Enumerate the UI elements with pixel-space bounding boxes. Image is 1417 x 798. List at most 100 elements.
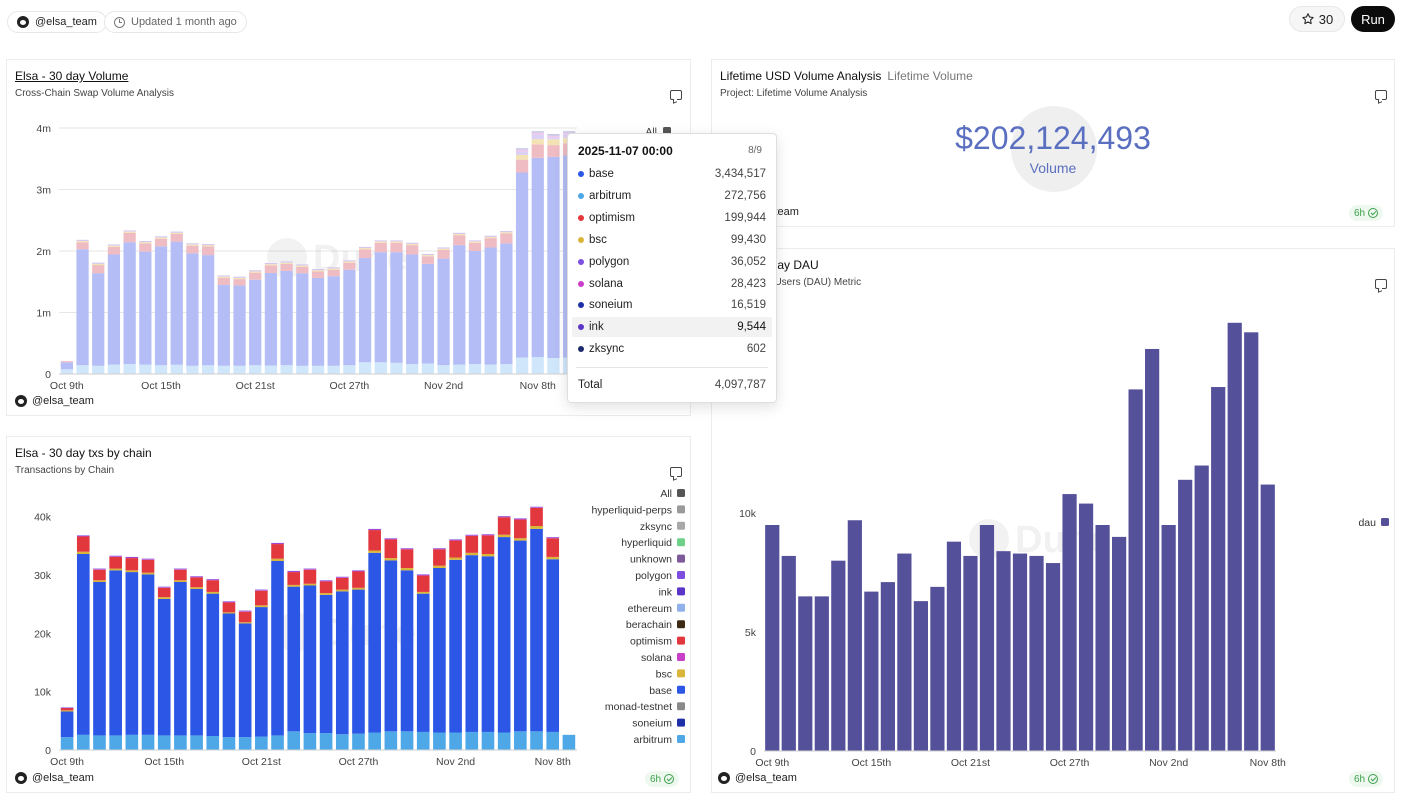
bar-segment-bsc — [296, 265, 309, 267]
tooltip-date: 2025-11-07 00:00 — [578, 144, 673, 158]
comment-icon[interactable] — [670, 90, 682, 100]
panel-author[interactable]: @elsa_team — [15, 772, 94, 784]
legend-swatch — [677, 718, 685, 727]
comment-icon[interactable] — [670, 467, 682, 477]
bar-segment-solana — [174, 569, 187, 570]
author-pill[interactable]: @elsa_team — [7, 11, 107, 33]
series-dot-icon — [578, 214, 584, 221]
refresh-badge[interactable]: 6h — [1349, 771, 1384, 787]
legend-swatch — [677, 505, 685, 514]
legend-swatch — [677, 603, 685, 612]
bar-segment-optimism — [60, 708, 74, 711]
bar-segment-bsc — [530, 526, 543, 529]
bar-segment-ink — [201, 243, 215, 245]
bar-segment-arbitrum — [174, 735, 187, 750]
bar-segment-bsc — [514, 538, 527, 541]
bar-dau — [1244, 332, 1259, 751]
bar-dau — [1227, 322, 1242, 751]
bar-segment-bsc — [416, 591, 430, 594]
bar-segment-base — [186, 253, 199, 366]
bar-dau — [1095, 525, 1110, 751]
bar-segment-base — [319, 594, 333, 734]
bar-segment-bsc — [437, 248, 450, 250]
refresh-badge[interactable]: 6h — [1349, 205, 1384, 221]
panel-author[interactable]: @elsa_team — [15, 395, 94, 407]
panel-title[interactable]: Elsa - 30 day txs by chain — [15, 446, 152, 460]
bar-segment-base — [343, 269, 356, 366]
legend-swatch — [677, 653, 685, 661]
bar-segment-arbitrum — [238, 737, 252, 750]
bar-segment-base — [500, 243, 513, 365]
bar-dau — [1045, 563, 1061, 751]
panel-subtitle: Daily Active Users (DAU) Metric — [720, 277, 862, 288]
bar-segment-optimism — [217, 277, 230, 285]
bar-segment-base — [400, 570, 414, 732]
bar-segment-solana — [416, 575, 430, 576]
bar-segment-optimism — [514, 519, 527, 539]
legend-item: ink — [659, 586, 673, 598]
bar-segment-polygon — [157, 586, 171, 588]
bar-segment-arbitrum — [76, 734, 90, 750]
panel-author[interactable]: @elsa_team — [718, 772, 797, 784]
legend-item: base — [649, 685, 672, 697]
bar-dau — [880, 582, 895, 751]
bar-dau — [1012, 553, 1028, 751]
bar-segment-ink — [327, 267, 340, 268]
bar-segment-optimism — [311, 271, 325, 278]
bar-segment-solana — [206, 579, 220, 581]
bar-segment-bsc — [186, 244, 199, 246]
bar-segment-arbitrum — [468, 364, 482, 374]
bar-segment-optimism — [484, 238, 497, 248]
bar-segment-polygon — [449, 539, 462, 540]
tooltip-row: zksync 602 — [572, 339, 772, 359]
bar-segment-arbitrum — [76, 365, 89, 374]
lifetime-panel: Lifetime USD Volume Analysis Lifetime Vol… — [711, 59, 1395, 227]
bar-segment-optimism — [449, 540, 462, 558]
bar-segment-solana — [271, 543, 284, 545]
x-tick-label: Oct 15th — [852, 757, 892, 769]
bar-segment-optimism — [515, 159, 529, 173]
refresh-badge[interactable]: 6h — [645, 771, 680, 787]
legend-item: unknown — [630, 554, 672, 566]
bar-segment-optimism — [92, 265, 105, 274]
legend-item: arbitrum — [633, 734, 672, 746]
panel-title[interactable]: Lifetime USD Volume Analysis Lifetime Vol… — [720, 69, 973, 83]
legend-item: soneium — [632, 718, 672, 730]
bar-segment-arbitrum — [449, 732, 462, 750]
bar-segment-base — [449, 559, 462, 733]
bar-segment-bsc — [453, 234, 466, 236]
bar-segment-bsc — [465, 552, 479, 556]
star-button[interactable]: 30 — [1289, 6, 1345, 32]
bar-segment-polygon — [327, 267, 340, 269]
dau-panel: Elsa - 30 day DAU Daily Active Users (DA… — [711, 248, 1395, 793]
bar-segment-polygon — [374, 241, 387, 242]
check-circle-icon — [1368, 774, 1379, 784]
bar-segment-optimism — [319, 581, 333, 594]
bar-segment-arbitrum — [139, 364, 152, 374]
bar-dau — [979, 525, 995, 751]
bar-segment-polygon — [515, 151, 529, 155]
comment-icon[interactable] — [1375, 279, 1387, 289]
star-icon — [1302, 13, 1314, 25]
bar-segment-ink — [154, 236, 168, 237]
bar-segment-base — [141, 574, 155, 735]
bar-segment-bsc — [421, 255, 435, 257]
bar-segment-optimism — [531, 144, 544, 158]
bar-segment-bsc — [287, 584, 301, 587]
bar-segment-polygon — [400, 548, 414, 549]
bar-segment-bsc — [154, 237, 168, 239]
legend-swatch — [677, 554, 685, 563]
bar-segment-arbitrum — [465, 731, 479, 750]
bar-segment-optimism — [421, 256, 435, 264]
run-button[interactable]: Run — [1351, 6, 1395, 32]
panel-title[interactable]: Elsa - 30 day Volume — [15, 69, 129, 83]
bar-segment-arbitrum — [60, 737, 74, 750]
bar-segment-arbitrum — [368, 732, 381, 750]
tooltip-row: arbitrum 272,756 — [572, 186, 772, 206]
bar-segment-soneium — [515, 148, 529, 150]
bar-segment-optimism — [384, 539, 398, 559]
bar-segment-optimism — [206, 580, 220, 592]
comment-icon[interactable] — [1375, 90, 1387, 100]
bar-segment-arbitrum — [93, 735, 106, 750]
bar-dau — [1161, 525, 1176, 751]
